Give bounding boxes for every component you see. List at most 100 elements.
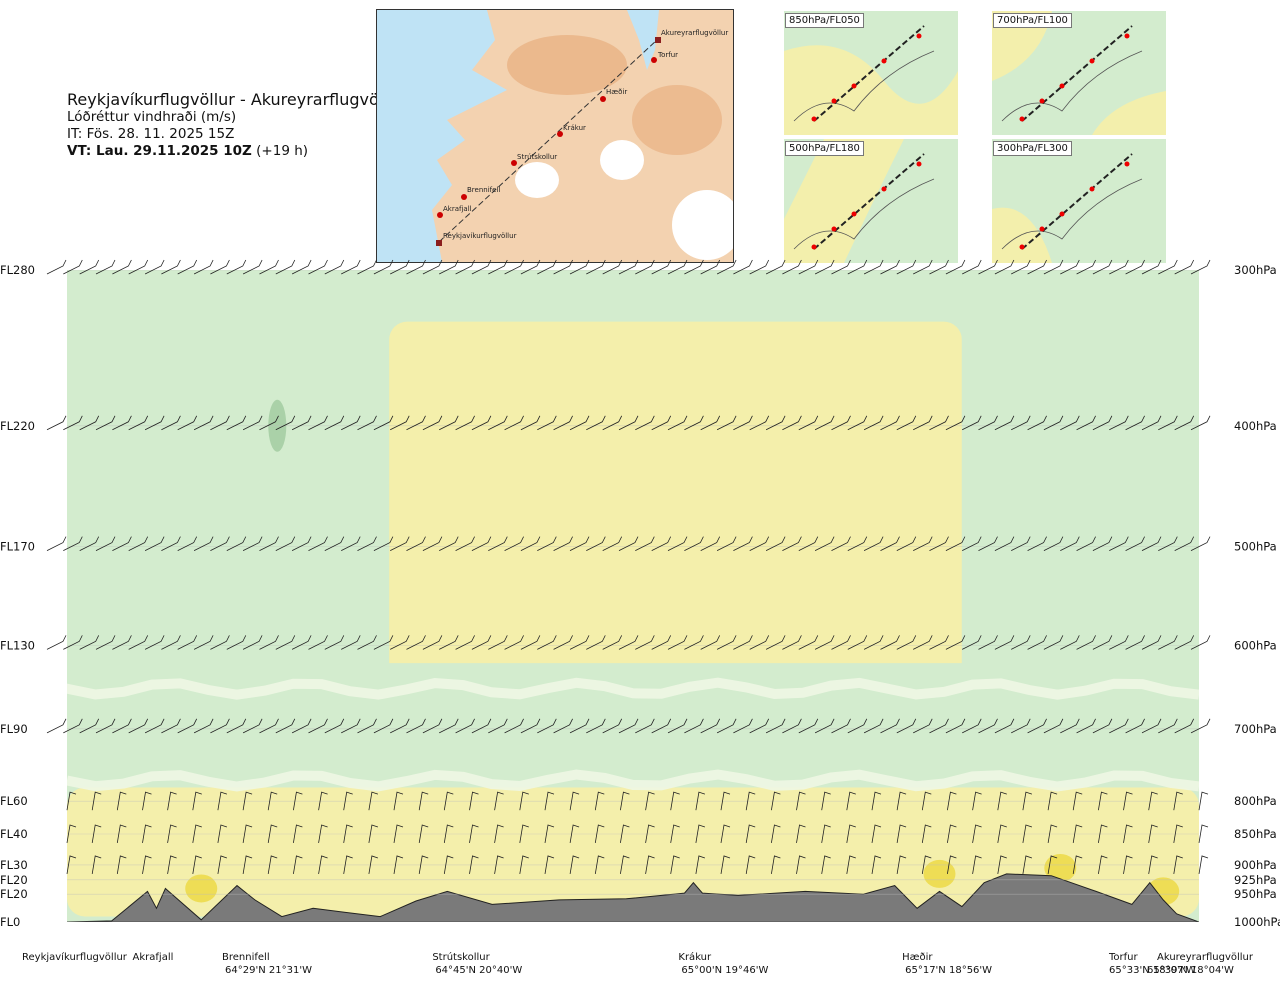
wind-barb <box>847 718 868 734</box>
wind-barb <box>1190 536 1211 551</box>
wind-barb <box>161 536 181 551</box>
wind-barb <box>390 259 410 275</box>
wind-barb <box>544 791 555 811</box>
wind-barb <box>997 855 1007 875</box>
wind-barb <box>618 536 639 551</box>
fl-tick-label: FL60 <box>0 794 28 808</box>
wind-barb <box>142 791 152 811</box>
wind-barb <box>1158 415 1178 431</box>
station-coord-label: 65°17'N 18°56'W <box>905 965 992 976</box>
wind-barb <box>620 791 630 811</box>
station-coord-label: 64°45'N 20°40'W <box>435 965 522 976</box>
wind-barb <box>978 635 998 650</box>
wind-barb <box>357 415 377 431</box>
wind-barb <box>553 415 573 431</box>
wind-barb <box>847 635 868 650</box>
wind-barb <box>1148 791 1158 811</box>
wind-barb <box>994 415 1015 431</box>
wind-barb <box>645 855 655 875</box>
wind-barb <box>913 415 933 431</box>
wind-barb <box>1027 718 1047 734</box>
map-highland <box>507 35 627 95</box>
map-glacier-vatnajokull <box>672 190 733 260</box>
fl-tick-label: FL130 <box>0 638 35 652</box>
wind-barb <box>422 536 443 551</box>
map-sea <box>377 10 507 262</box>
wind-barb <box>537 415 557 431</box>
x-axis-stations: Reykjavíkurflugvöllur Akrafjall Brennifell… <box>22 951 1254 976</box>
wind-barb <box>1098 855 1108 875</box>
wind-barb <box>1011 536 1031 551</box>
wind-barb <box>602 718 623 734</box>
map-label-akrafjall: Akrafjall <box>443 205 472 213</box>
wind-barb <box>594 824 605 844</box>
hpa-tick-label: 850hPa <box>1234 827 1277 841</box>
wind-barb <box>390 536 410 551</box>
wind-barb <box>913 718 933 734</box>
wind-barb <box>1092 635 1113 650</box>
wind-barb <box>112 635 132 650</box>
wind-barb <box>618 259 639 275</box>
wind-barb <box>962 718 982 734</box>
wind-barb <box>586 635 606 650</box>
wind-barb <box>586 259 606 275</box>
wind-barb <box>896 635 917 650</box>
wind-barb <box>455 718 475 734</box>
wind-barb <box>1123 824 1133 844</box>
level-map-300-label: 300hPa/FL300 <box>993 141 1072 156</box>
wind-barb <box>1173 824 1183 844</box>
wind-barb <box>116 824 127 844</box>
wind-barb <box>341 415 361 431</box>
wind-barb <box>667 718 688 734</box>
wind-barb <box>929 635 949 650</box>
wind-barb <box>343 824 353 844</box>
wind-barb <box>586 415 606 431</box>
wind-barb <box>193 259 214 275</box>
wind-barb <box>259 536 279 551</box>
map-point-akureyri <box>655 37 661 43</box>
wind-barb <box>745 791 756 811</box>
wind-barb <box>1060 536 1080 551</box>
wind-barb <box>1174 536 1195 551</box>
wind-barb <box>226 536 247 551</box>
wind-barb <box>494 791 504 811</box>
wind-barb <box>1022 791 1033 811</box>
wind-barb <box>439 415 459 431</box>
level-map-500-label: 500hPa/FL180 <box>785 141 864 156</box>
wind-barb <box>962 415 982 431</box>
wind-barb <box>765 718 786 734</box>
wind-barb <box>193 536 214 551</box>
updraft-core-1 <box>923 859 956 888</box>
wind-barb <box>896 791 907 811</box>
wind-barb <box>390 635 410 650</box>
wind-barb <box>46 536 67 551</box>
plot-area <box>67 270 1199 922</box>
wind-barb <box>670 824 680 844</box>
level-map-300-svg <box>992 139 1166 263</box>
wind-barb <box>494 824 504 844</box>
wind-barb <box>771 791 781 811</box>
wind-barb <box>796 824 806 844</box>
wind-barb <box>1072 824 1083 844</box>
wind-barb <box>947 791 957 811</box>
route-map: Akureyrarflugvöllur Torfur Hæðir Krákur … <box>376 9 734 263</box>
wind-barb <box>177 718 198 734</box>
wind-barb <box>393 791 404 811</box>
pale-band-1 <box>67 769 1199 792</box>
wind-barb <box>771 855 781 875</box>
wind-barb <box>921 824 932 844</box>
wind-barb <box>602 536 623 551</box>
wind-barb <box>455 635 475 650</box>
wind-barb <box>537 259 557 275</box>
wind-barb <box>831 635 851 650</box>
hpa-tick-label: 400hPa <box>1234 419 1277 433</box>
wind-barb <box>782 259 802 275</box>
wind-barb <box>357 635 377 650</box>
wind-barb <box>291 635 312 650</box>
wind-barb <box>695 824 706 844</box>
wind-barb <box>167 855 177 875</box>
wind-barb <box>1158 635 1178 650</box>
wind-barb <box>537 718 557 734</box>
wind-barb <box>193 635 214 650</box>
level-map-850-label: 850hPa/FL050 <box>785 13 864 28</box>
